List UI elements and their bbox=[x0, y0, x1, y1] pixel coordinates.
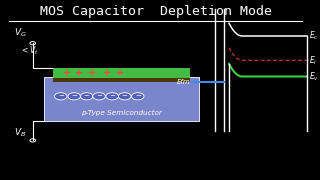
Circle shape bbox=[118, 93, 131, 100]
Text: −: − bbox=[135, 93, 141, 99]
Text: +: + bbox=[116, 68, 124, 78]
Text: MOS Capacitor  Depletion Mode: MOS Capacitor Depletion Mode bbox=[40, 5, 272, 18]
Text: Efm: Efm bbox=[176, 79, 190, 85]
Text: −: − bbox=[84, 93, 90, 99]
Circle shape bbox=[106, 93, 118, 100]
Text: $E_v$: $E_v$ bbox=[309, 70, 320, 83]
Text: +: + bbox=[63, 68, 71, 78]
Text: +: + bbox=[88, 68, 96, 78]
Bar bbox=[53, 78, 190, 82]
Circle shape bbox=[54, 93, 67, 100]
Text: −: − bbox=[58, 93, 64, 99]
Text: $V_B$: $V_B$ bbox=[14, 126, 26, 139]
Text: −: − bbox=[96, 93, 102, 99]
Bar bbox=[53, 68, 190, 78]
Text: $E_c$: $E_c$ bbox=[309, 30, 319, 42]
Text: +: + bbox=[103, 68, 112, 78]
Text: p-Type Semiconductor: p-Type Semiconductor bbox=[81, 110, 162, 116]
Text: −: − bbox=[71, 93, 77, 99]
Text: $V_G$: $V_G$ bbox=[14, 26, 27, 39]
Circle shape bbox=[80, 93, 93, 100]
Circle shape bbox=[68, 93, 80, 100]
Text: $E_i$: $E_i$ bbox=[309, 54, 318, 67]
Bar bbox=[44, 77, 199, 121]
Text: −: − bbox=[122, 93, 128, 99]
Text: $< V_t$: $< V_t$ bbox=[20, 44, 39, 57]
Text: +: + bbox=[76, 68, 84, 78]
Circle shape bbox=[132, 93, 144, 100]
Text: −: − bbox=[109, 93, 115, 99]
Circle shape bbox=[93, 93, 105, 100]
